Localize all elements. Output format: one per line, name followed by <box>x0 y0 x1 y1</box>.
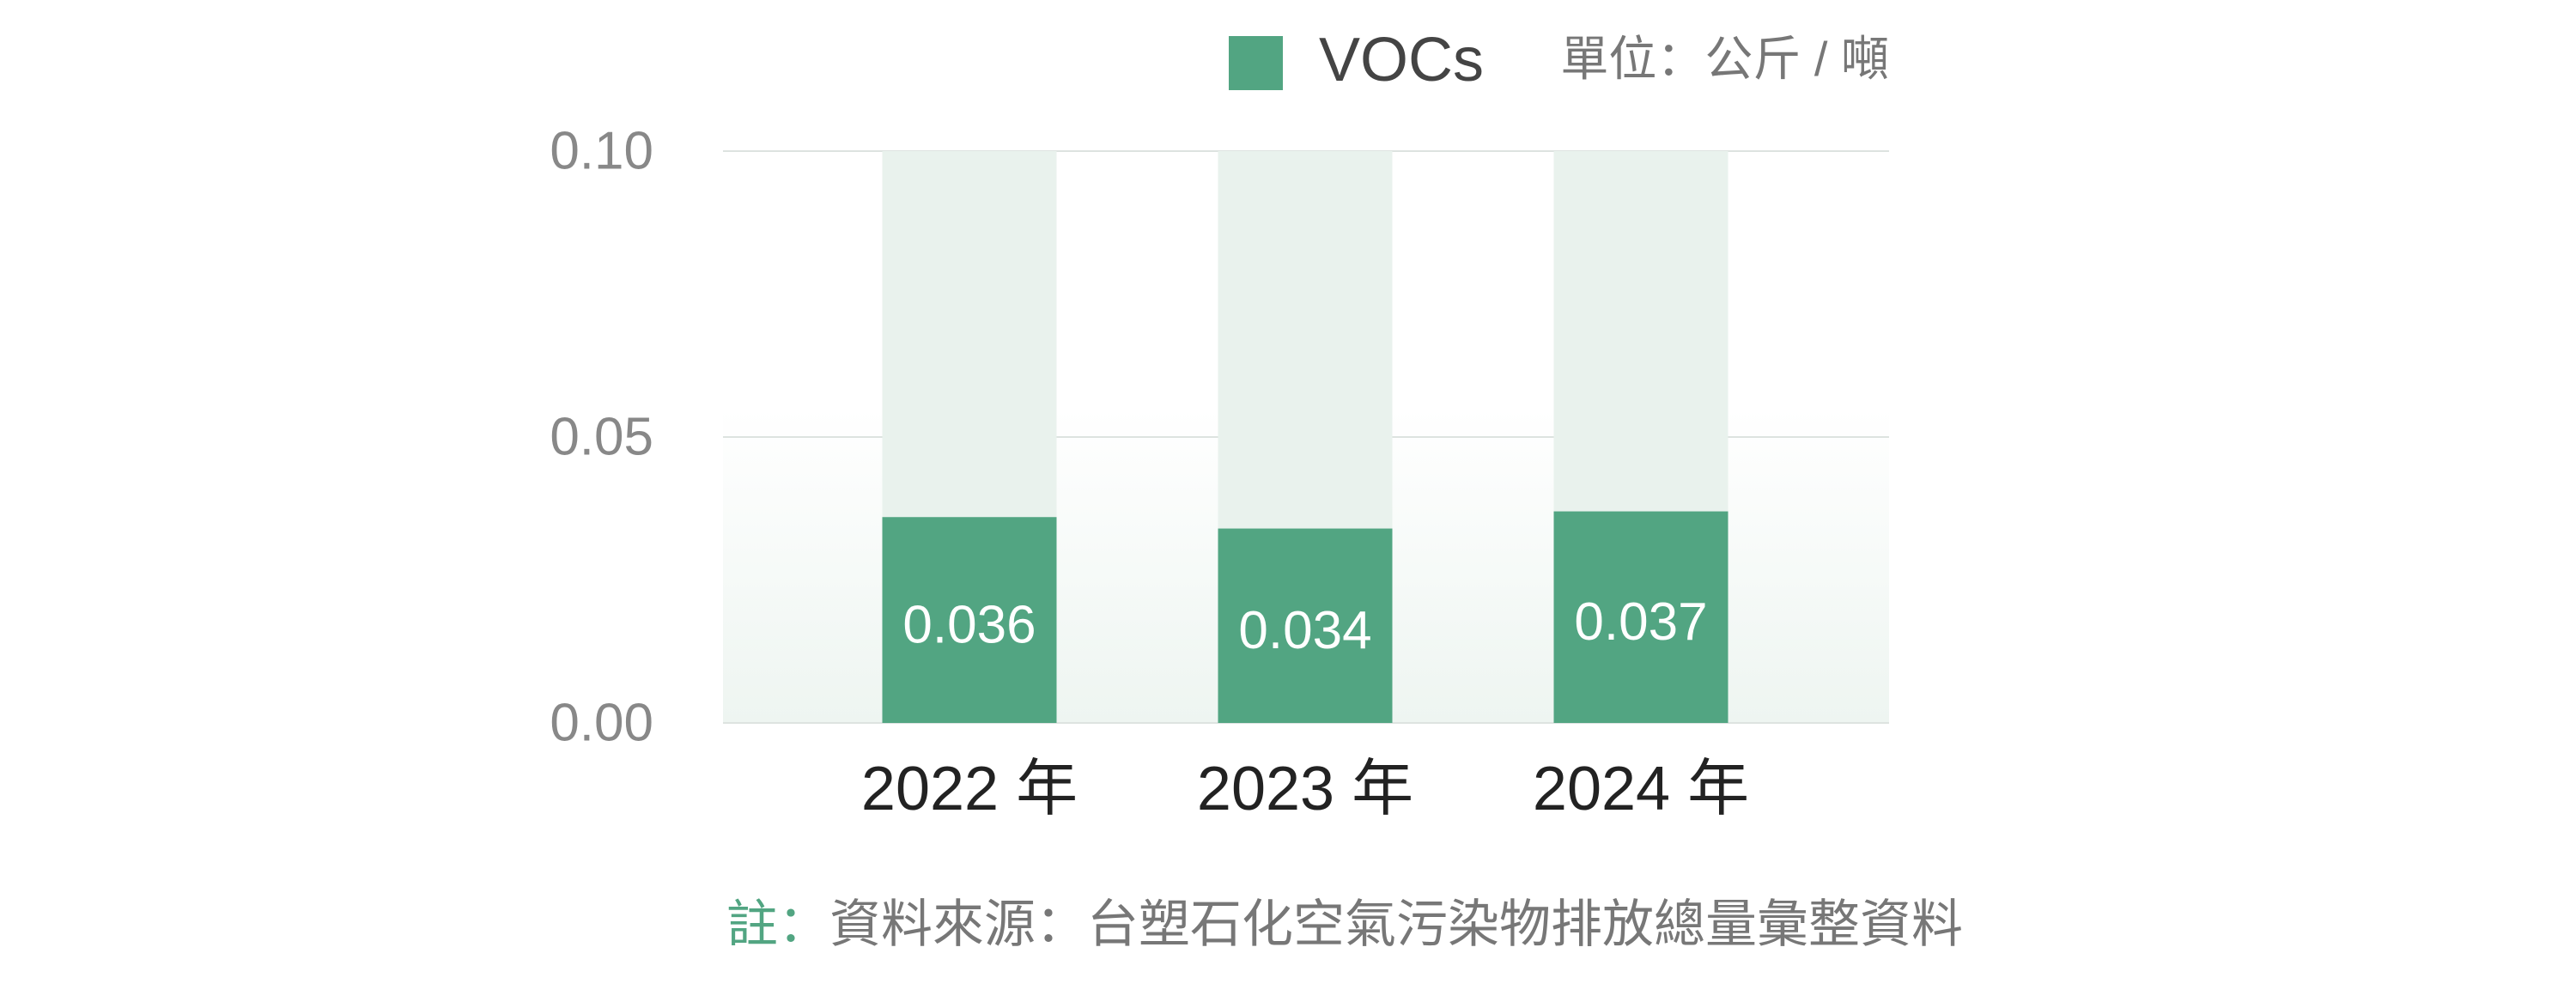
y-tick-label: 0.00 <box>550 693 653 752</box>
data-label: 0.036 <box>902 595 1036 654</box>
legend: VOCs <box>1229 26 1484 94</box>
x-tick-label: 2024 年 <box>1533 755 1749 823</box>
bar <box>1553 511 1728 723</box>
bar <box>882 517 1057 723</box>
x-tick-label: 2022 年 <box>861 755 1078 823</box>
unit-label: 單位：公斤 / 噸 <box>1560 32 1889 86</box>
note-text: 資料來源：台塑石化空氣污染物排放總量彙整資料 <box>829 896 1963 953</box>
bar <box>1218 528 1393 723</box>
legend-label: VOCs <box>1319 26 1484 94</box>
y-tick-label: 0.10 <box>550 121 653 180</box>
legend-swatch <box>1229 36 1283 90</box>
data-label: 0.034 <box>1238 601 1371 660</box>
x-tick-label: 2023 年 <box>1197 755 1413 823</box>
note-label: 註： <box>726 896 829 953</box>
data-label: 0.037 <box>1574 592 1707 652</box>
y-tick-label: 0.05 <box>550 407 653 466</box>
note: 註：資料來源：台塑石化空氣污染物排放總量彙整資料 <box>726 896 1963 953</box>
